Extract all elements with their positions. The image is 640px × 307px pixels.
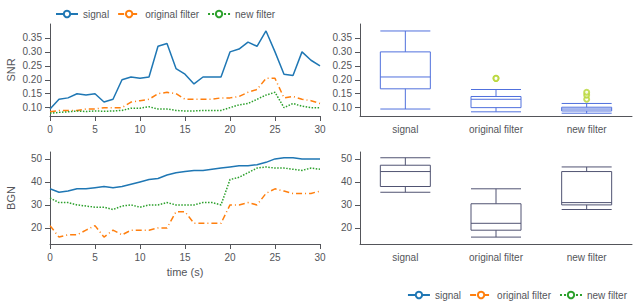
svg-text:0.25: 0.25 [333,60,353,71]
svg-text:5: 5 [92,124,98,135]
svg-text:40: 40 [341,176,353,187]
svg-text:20: 20 [31,222,43,233]
svg-text:signal: signal [392,124,418,135]
svg-text:0.30: 0.30 [23,46,43,57]
svg-text:signal: signal [435,290,461,301]
svg-text:0.20: 0.20 [23,74,43,85]
svg-text:signal: signal [392,252,418,263]
svg-text:30: 30 [31,199,43,210]
svg-text:10: 10 [134,124,146,135]
svg-text:signal: signal [83,9,109,20]
svg-text:SNR: SNR [5,58,17,81]
svg-text:30: 30 [341,199,353,210]
svg-text:25: 25 [269,124,281,135]
svg-text:0: 0 [47,124,53,135]
svg-text:0: 0 [47,252,53,263]
svg-text:new filter: new filter [567,252,608,263]
svg-text:new filter: new filter [587,290,628,301]
svg-text:time (s): time (s) [167,266,204,278]
svg-text:30: 30 [314,124,326,135]
svg-text:0.35: 0.35 [333,32,353,43]
svg-text:0.20: 0.20 [333,74,353,85]
svg-text:0.30: 0.30 [333,46,353,57]
svg-text:50: 50 [341,153,353,164]
svg-text:original filter: original filter [469,252,524,263]
svg-text:20: 20 [224,124,236,135]
svg-text:5: 5 [92,252,98,263]
svg-text:original filter: original filter [497,290,552,301]
svg-text:15: 15 [179,252,191,263]
svg-text:0.15: 0.15 [333,88,353,99]
svg-text:new filter: new filter [235,9,276,20]
svg-text:20: 20 [341,222,353,233]
svg-text:50: 50 [31,153,43,164]
svg-text:new filter: new filter [567,124,608,135]
svg-text:25: 25 [269,252,281,263]
svg-text:0.10: 0.10 [23,102,43,113]
svg-text:BGN: BGN [5,186,17,210]
svg-text:10: 10 [134,252,146,263]
svg-text:original filter: original filter [145,9,200,20]
svg-text:40: 40 [31,176,43,187]
svg-text:15: 15 [179,124,191,135]
svg-text:0.10: 0.10 [333,102,353,113]
svg-text:original filter: original filter [469,124,524,135]
svg-text:0.15: 0.15 [23,88,43,99]
svg-text:30: 30 [314,252,326,263]
svg-text:20: 20 [224,252,236,263]
svg-text:0.35: 0.35 [23,32,43,43]
svg-text:0.25: 0.25 [23,60,43,71]
